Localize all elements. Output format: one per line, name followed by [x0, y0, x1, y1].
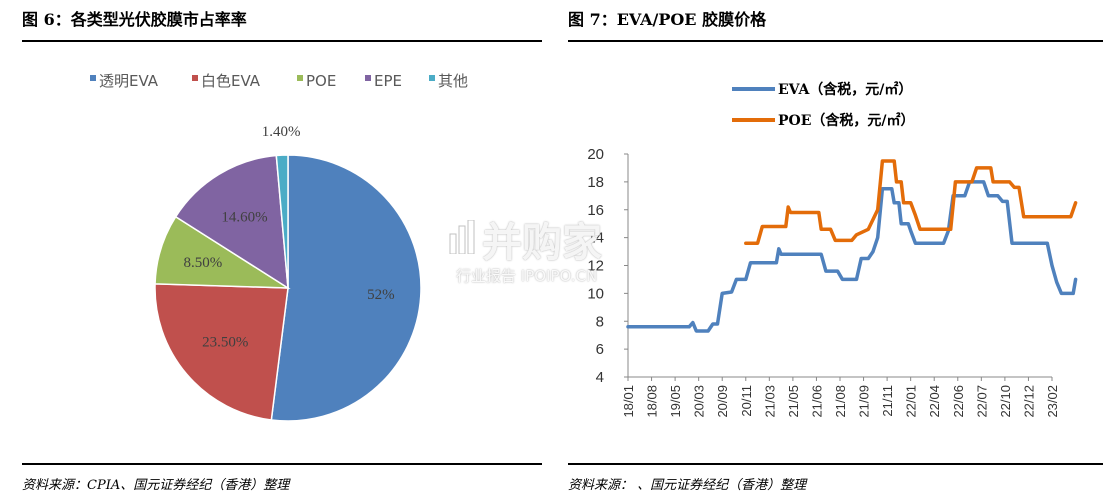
pie-legend-label: 透明EVA	[99, 72, 159, 90]
line-legend-item: EVA（含税，元/㎡）	[732, 81, 912, 98]
right-figure-title: 图 7：EVA/POE 胶膜价格	[568, 10, 767, 29]
left-figure-panel: 图 6：各类型光伏胶膜市占率率 透明EVA 白色EVA POE EPE 其他 52% 23…	[0, 0, 545, 499]
y-tick-label: 16	[587, 202, 604, 219]
x-tick-label: 22/01	[904, 385, 919, 418]
pie-labels: 52% 23.50% 8.50% 14.60% 1.40%	[183, 124, 394, 350]
line-legend: EVA（含税，元/㎡） POE（含税，元/㎡）	[732, 81, 915, 129]
y-tick-label: 12	[587, 258, 604, 275]
left-figure-title: 图 6：各类型光伏胶膜市占率率	[22, 10, 247, 29]
x-tick-label: 18/08	[645, 385, 660, 418]
y-tick-label: 10	[587, 285, 604, 302]
right-top-rule	[568, 40, 1103, 42]
y-tick-label: 4	[596, 369, 604, 386]
x-tick-label: 22/04	[927, 385, 942, 418]
pie-slice	[174, 154, 289, 290]
pie-legend-item: 透明EVA	[90, 72, 159, 90]
pie-legend-label: EPE	[374, 72, 402, 90]
pie-legend-label: 白色EVA	[201, 72, 261, 90]
series-line	[744, 159, 1078, 245]
x-tick-label: 19/05	[668, 385, 683, 418]
line-legend-label: POE（含税，元/㎡）	[778, 112, 915, 129]
right-figure-panel: 图 7：EVA/POE 胶膜价格 EVA（含税，元/㎡） POE（含税，元/㎡） …	[560, 0, 1105, 499]
right-source-note: 资料来源： 、国元证券经纪（香港）整理	[568, 478, 807, 493]
pie-slices	[154, 154, 422, 422]
pie-legend-swatch	[297, 75, 303, 81]
pie-legend-label: 其他	[438, 72, 468, 90]
pie-slice	[275, 154, 289, 289]
x-tick-label: 21/03	[762, 385, 777, 418]
x-tick-label: 23/02	[1045, 385, 1060, 418]
x-tick-label: 20/11	[739, 385, 754, 417]
pie-slice	[270, 154, 422, 422]
x-tick-label: 20/09	[715, 385, 730, 418]
x-tick-label: 21/09	[857, 385, 872, 418]
line-legend-label: EVA（含税，元/㎡）	[778, 81, 912, 98]
x-tick-label: 22/12	[1021, 385, 1036, 418]
x-tick-label: 20/03	[692, 385, 707, 418]
right-bottom-rule	[568, 463, 1103, 465]
pie-slice-label: 52%	[367, 287, 395, 303]
x-tick-label: 21/06	[809, 385, 824, 418]
pie-legend-swatch	[429, 75, 435, 81]
left-bottom-rule	[22, 463, 542, 465]
pie-legend-swatch	[90, 75, 96, 81]
y-tick-label: 20	[587, 146, 604, 163]
pie-legend-label: POE	[306, 72, 336, 90]
line-legend-item: POE（含税，元/㎡）	[732, 112, 915, 129]
y-tick-label: 8	[596, 313, 604, 330]
pie-legend: 透明EVA 白色EVA POE EPE 其他	[90, 72, 468, 90]
pie-legend-swatch	[365, 75, 371, 81]
pie-legend-item: 白色EVA	[192, 72, 261, 90]
pie-legend-item: EPE	[365, 72, 402, 90]
pie-slice-label: 23.50%	[202, 335, 248, 351]
left-top-rule	[22, 40, 542, 42]
y-tick-label: 6	[596, 341, 604, 358]
pie-slice-label: 14.60%	[221, 209, 267, 225]
x-tick-label: 22/07	[974, 385, 989, 418]
left-source-note: 资料来源：CPIA、国元证券经纪（香港）整理	[22, 478, 290, 493]
pie-legend-swatch	[192, 75, 198, 81]
pie-slice-label: 8.50%	[183, 255, 222, 271]
line-chart: EVA（含税，元/㎡） POE（含税，元/㎡） 4 6 8 10 12 14 16 18 20 18…	[587, 81, 1078, 418]
pie-legend-item: POE	[297, 72, 336, 90]
x-tick-label: 18/01	[621, 385, 636, 418]
x-tick-label: 21/08	[833, 385, 848, 418]
x-tick-label: 21/05	[786, 385, 801, 418]
pie-slice	[154, 283, 289, 421]
x-tick-label: 22/10	[998, 385, 1013, 418]
pie-slice-label: 1.40%	[262, 124, 301, 140]
y-tick-label: 18	[587, 174, 604, 191]
series-line	[626, 180, 1078, 333]
pie-chart: 透明EVA 白色EVA POE EPE 其他 52% 23.50% 8.50% 14.60% 1…	[90, 72, 468, 422]
line-series	[626, 159, 1078, 333]
y-tick-label: 14	[587, 230, 604, 247]
line-axes: 4 6 8 10 12 14 16 18 20 18/01 18/08 19/05 20/03 20/09…	[587, 146, 1060, 418]
pie-legend-item: 其他	[429, 72, 468, 90]
x-tick-label: 21/11	[880, 385, 895, 417]
x-tick-label: 22/06	[951, 385, 966, 418]
